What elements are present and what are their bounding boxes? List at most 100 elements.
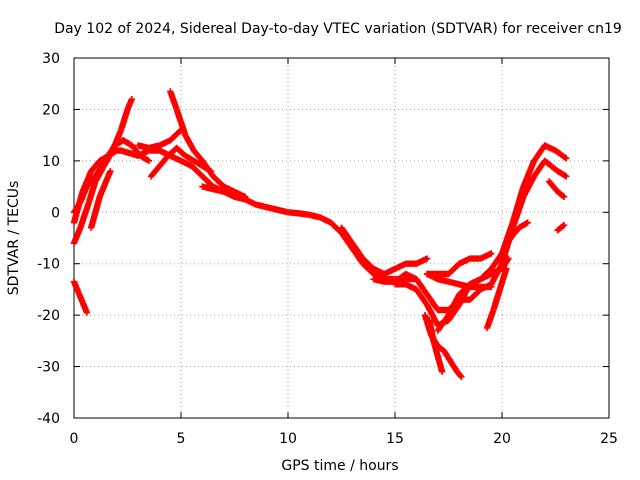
data-trace-segment xyxy=(349,241,366,261)
data-trace-segment xyxy=(191,148,205,163)
series-track-17 xyxy=(434,255,512,334)
data-trace-segment xyxy=(189,163,205,179)
x-tick-label: 15 xyxy=(386,431,404,447)
data-point xyxy=(107,167,114,175)
data-point xyxy=(488,283,495,291)
data-trace-segment xyxy=(129,143,143,158)
axis-ticks xyxy=(73,57,610,419)
data-trace-segment xyxy=(99,153,111,168)
data-point xyxy=(503,265,510,273)
data-trace-segment xyxy=(509,184,527,225)
series-track-2 xyxy=(70,95,135,247)
data-trace-segment xyxy=(424,303,441,328)
y-tick-label: -10 xyxy=(37,257,60,273)
data-trace-segment xyxy=(328,220,344,235)
series-track-19 xyxy=(423,270,495,291)
y-axis-label: SDTVAR / TECUs xyxy=(6,181,22,296)
data-trace-segment xyxy=(435,354,445,374)
series-track-10 xyxy=(199,183,238,198)
data-trace-segment xyxy=(167,89,180,112)
x-tick-label: 10 xyxy=(279,431,297,447)
data-point xyxy=(560,193,568,201)
x-tick-label: 25 xyxy=(600,431,618,447)
data-trace-segment xyxy=(174,145,188,158)
data-trace-segment xyxy=(499,256,511,271)
y-tick-label: 30 xyxy=(42,51,60,67)
x-tick-label: 20 xyxy=(493,431,511,447)
data-point xyxy=(505,255,512,262)
data-trace-segment xyxy=(148,163,162,179)
series-track-23 xyxy=(554,221,568,234)
data-trace-segment xyxy=(553,148,569,161)
data-trace-segment xyxy=(88,158,102,174)
data-trace-segment xyxy=(497,267,509,292)
data-trace-segment xyxy=(424,292,441,312)
data-trace-segment xyxy=(549,163,560,174)
data-trace-segment xyxy=(467,287,483,302)
data-trace-segment xyxy=(441,349,453,364)
data-trace-segment xyxy=(508,225,522,241)
series-track-18 xyxy=(423,250,495,278)
series-track-20 xyxy=(483,265,510,332)
data-trace-segment xyxy=(520,174,537,199)
data-point xyxy=(563,155,570,162)
data-point xyxy=(560,221,568,229)
y-tick-label: 0 xyxy=(51,205,60,221)
data-trace-segment xyxy=(555,222,567,233)
data-point xyxy=(563,173,570,180)
data-trace-segment xyxy=(211,174,226,189)
data-point xyxy=(438,368,446,375)
series-track-21 xyxy=(498,219,531,257)
x-axis-label: GPS time / hours xyxy=(281,458,398,474)
grid-lines xyxy=(74,58,609,418)
data-trace-segment xyxy=(531,158,548,179)
series-track-6 xyxy=(135,126,185,152)
y-tick-label: 20 xyxy=(42,102,60,118)
data-trace-segment xyxy=(435,313,451,333)
data-trace-segment xyxy=(157,153,171,169)
data-trace-segment xyxy=(339,225,355,246)
series-track-13 xyxy=(391,142,570,329)
series-track-3 xyxy=(70,137,153,216)
data-point xyxy=(524,219,531,226)
data-point xyxy=(242,193,249,201)
x-tick-label: 5 xyxy=(177,431,186,447)
data-point xyxy=(423,255,431,262)
data-trace-segment xyxy=(200,174,216,189)
series-track-8 xyxy=(147,152,172,180)
data-trace-segment xyxy=(118,107,131,132)
series-track-16 xyxy=(426,317,446,375)
data-trace-segment xyxy=(174,107,188,137)
y-tick-label: -20 xyxy=(37,308,60,324)
data-trace-segment xyxy=(88,210,99,230)
data-trace-segment xyxy=(489,251,505,271)
data-trace-segment xyxy=(84,174,98,189)
data-trace-segment xyxy=(551,184,560,194)
data-trace-segment xyxy=(414,277,430,297)
series-track-9 xyxy=(164,144,215,175)
data-trace-segment xyxy=(71,225,83,245)
chart-title: Day 102 of 2024, Sidereal Day-to-day VTE… xyxy=(54,21,622,37)
data-point xyxy=(207,167,215,175)
data-trace-segment xyxy=(542,158,554,169)
data-trace-segment xyxy=(446,292,462,317)
data-point xyxy=(231,191,238,198)
data-trace-segment xyxy=(414,287,430,307)
data-trace-segment xyxy=(77,184,90,204)
series-track-5 xyxy=(70,278,91,316)
plot-frame xyxy=(73,57,610,419)
data-point xyxy=(488,250,495,257)
data-trace-segment xyxy=(97,179,109,199)
data-trace-segment xyxy=(446,302,462,323)
data-trace-segment xyxy=(360,261,376,277)
data-trace-segment xyxy=(531,143,548,163)
data-trace-segment xyxy=(349,246,366,266)
data-trace-segment xyxy=(168,127,184,143)
series-track-7 xyxy=(167,88,249,201)
data-trace-segment xyxy=(446,261,462,277)
data-trace-segment xyxy=(454,369,464,379)
data-trace-segment xyxy=(77,200,92,230)
data-trace-segment xyxy=(93,164,105,179)
data-trace-segment xyxy=(71,200,83,215)
